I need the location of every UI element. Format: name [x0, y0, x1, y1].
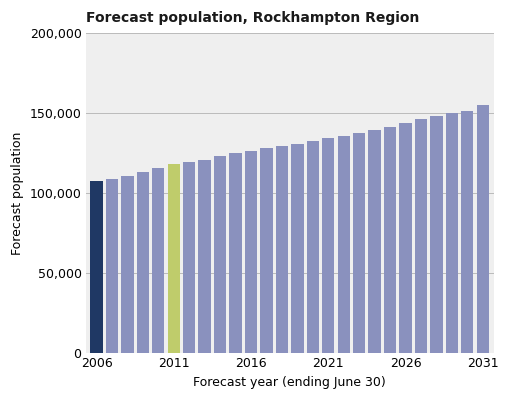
Bar: [322, 138, 334, 353]
Bar: [152, 168, 164, 353]
Bar: [475, 105, 488, 353]
Bar: [275, 146, 288, 353]
Bar: [414, 119, 427, 353]
Bar: [90, 181, 102, 353]
Bar: [460, 111, 472, 353]
Bar: [445, 113, 457, 353]
Bar: [260, 148, 272, 353]
Bar: [367, 130, 380, 353]
Bar: [337, 136, 349, 353]
Bar: [121, 176, 133, 353]
Text: Forecast population, Rockhampton Region: Forecast population, Rockhampton Region: [86, 11, 418, 25]
Bar: [213, 156, 226, 353]
Bar: [306, 141, 318, 353]
Bar: [291, 144, 303, 353]
Bar: [183, 162, 195, 353]
Bar: [167, 164, 180, 353]
Bar: [105, 179, 118, 353]
Bar: [244, 151, 257, 353]
Bar: [229, 153, 241, 353]
Y-axis label: Forecast population: Forecast population: [11, 132, 24, 255]
X-axis label: Forecast year (ending June 30): Forecast year (ending June 30): [193, 376, 385, 389]
Bar: [430, 116, 442, 353]
Bar: [383, 127, 395, 353]
Bar: [352, 133, 364, 353]
Bar: [136, 172, 149, 353]
Bar: [399, 123, 411, 353]
Bar: [198, 160, 210, 353]
